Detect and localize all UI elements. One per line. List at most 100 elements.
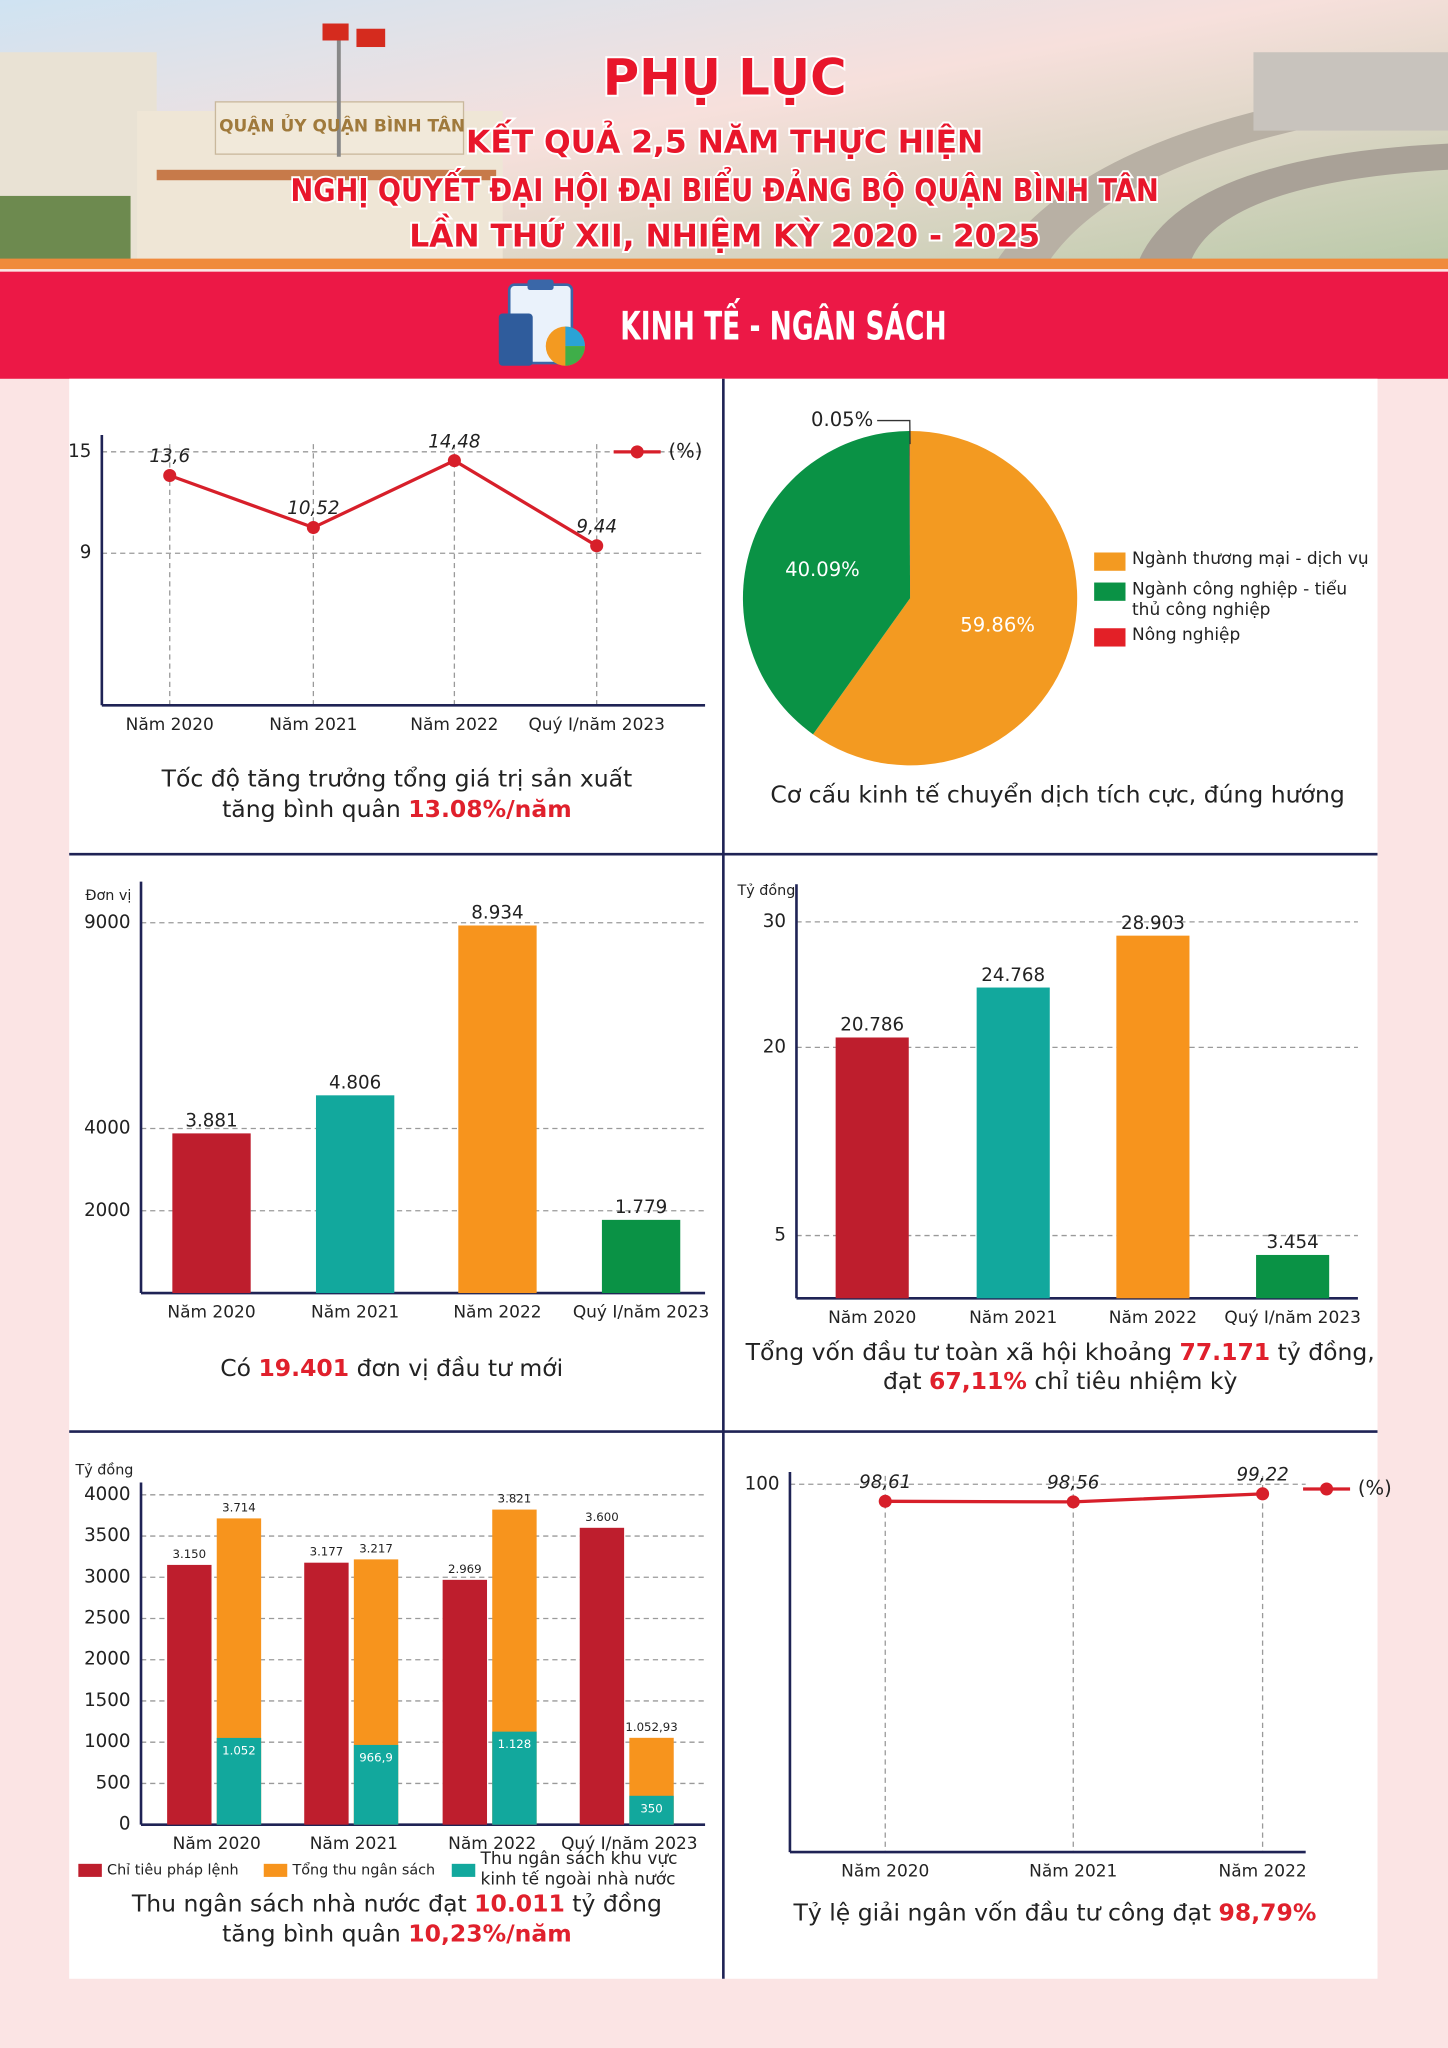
caption-highlight: 13.08%/năm — [408, 794, 572, 822]
data-label: 24.768 — [981, 965, 1045, 986]
y-tick-label: 0 — [119, 1814, 131, 1835]
data-label: 1.052,93 — [625, 1720, 677, 1734]
header-subtitle: NGHỊ QUYẾT ĐẠI HỘI ĐẠI BIỂU ĐẢNG BỘ QUẬN… — [291, 166, 1159, 209]
x-tick-label: Năm 2020 — [828, 1308, 916, 1328]
legend-swatch — [1094, 552, 1126, 571]
caption: Cơ cấu kinh tế chuyển dịch tích cực, đún… — [770, 780, 1344, 808]
data-label: 9,44 — [576, 517, 617, 538]
x-tick-label: Năm 2021 — [1029, 1862, 1117, 1882]
caption: đạt 67,11% chỉ tiêu nhiệm kỳ — [883, 1366, 1237, 1394]
y-tick-label: 9 — [80, 542, 92, 563]
data-label: 13,6 — [149, 446, 190, 467]
bar — [442, 1579, 488, 1825]
y-tick-label: 100 — [745, 1473, 780, 1494]
legend-swatch — [1094, 628, 1126, 647]
legend-label-box: Ngành công nghiệp - tiểu thủ công nghiệp — [1132, 580, 1347, 620]
legend-swatch — [1094, 582, 1126, 601]
leader-line — [877, 419, 911, 445]
x-tick-label: Năm 2022 — [1218, 1862, 1306, 1882]
data-label: 3.821 — [498, 1492, 532, 1506]
point — [878, 1494, 892, 1508]
point — [1256, 1487, 1270, 1501]
legend-swatch — [263, 1863, 288, 1877]
data-label: 3.217 — [359, 1541, 393, 1555]
y-axis-label: Tỷ đồng — [74, 1462, 133, 1479]
x-tick-label: Năm 2022 — [448, 1834, 536, 1854]
bar — [315, 1095, 395, 1294]
data-label: 1.052 — [222, 1743, 256, 1757]
data-label: 0.05% — [811, 408, 873, 431]
y-tick-label: 1000 — [84, 1731, 130, 1752]
bar — [492, 1731, 537, 1825]
data-label: 40.09% — [785, 558, 860, 581]
bar — [976, 987, 1050, 1299]
legend-label-box: Thu ngân sách khu vực kinh tế ngoài nhà … — [480, 1849, 678, 1890]
y-tick-label: 3000 — [84, 1566, 130, 1587]
bar — [167, 1564, 212, 1825]
legend-label: Thu ngân sách khu vực kinh tế ngoài nhà … — [480, 1849, 678, 1890]
data-label: 28.903 — [1121, 913, 1185, 934]
section-icon — [498, 279, 585, 366]
x-tick-label: Quý I/năm 2023 — [561, 1834, 698, 1854]
x-tick-label: Năm 2022 — [410, 715, 498, 735]
header-subtitle: KẾT QUẢ 2,5 NĂM THỰC HIỆN — [466, 119, 983, 161]
x-tick-label: Năm 2021 — [310, 1834, 398, 1854]
caption-text: Tổng vốn đầu tư toàn xã hội khoảng — [745, 1338, 1180, 1366]
line — [169, 458, 598, 548]
data-label: 3.714 — [222, 1500, 256, 1514]
y-tick-label: 20 — [763, 1036, 786, 1057]
data-label: 99,22 — [1236, 1465, 1288, 1486]
point — [590, 539, 604, 553]
caption-text: Tốc độ tăng trưởng tổng giá trị sản xuất — [161, 764, 633, 792]
y-tick-label: 1500 — [84, 1690, 130, 1711]
legend-label: (%) — [1358, 1476, 1392, 1499]
data-label: 1.779 — [615, 1197, 667, 1218]
data-label: 10,52 — [287, 498, 339, 519]
caption: Có 19.401 đơn vị đầu tư mới — [220, 1353, 563, 1381]
y-axis-label: Đơn vị — [85, 888, 131, 904]
x-tick-label: Quý I/năm 2023 — [573, 1303, 710, 1323]
caption-text: Cơ cấu kinh tế chuyển dịch tích cực, đún… — [770, 780, 1344, 808]
caption: Tổng vốn đầu tư toàn xã hội khoảng 77.17… — [745, 1338, 1375, 1366]
point — [447, 454, 461, 468]
caption-text: tăng bình quân — [222, 1919, 408, 1947]
legend-swatch — [451, 1863, 476, 1877]
point — [1066, 1495, 1080, 1509]
x-tick-label: Năm 2022 — [453, 1303, 541, 1323]
pie-slice — [909, 431, 911, 599]
caption-text: Tỷ lệ giải ngân vốn đầu tư công đạt — [793, 1898, 1219, 1926]
data-label: 14,48 — [428, 431, 480, 452]
data-label: 98,56 — [1047, 1473, 1099, 1494]
caption-highlight: 10.011 — [474, 1889, 565, 1917]
bar — [835, 1037, 909, 1299]
x-tick-label: Quý I/năm 2023 — [528, 715, 665, 735]
section-title: KINH TẾ - NGÂN SÁCH — [620, 298, 946, 350]
data-label: 59.86% — [960, 614, 1035, 637]
data-label: 20.786 — [840, 1015, 904, 1036]
legend-marker — [630, 445, 644, 459]
legend-label: Ngành thương mại - dịch vụ — [1132, 549, 1369, 570]
caption-text: đơn vị đầu tư mới — [349, 1353, 563, 1381]
header-scene: QUẬN ỦY QUẬN BÌNH TÂN — [0, 0, 1448, 270]
legend-label: (%) — [669, 439, 703, 462]
point — [306, 521, 320, 535]
data-label: 966,9 — [359, 1750, 393, 1764]
caption: tăng bình quân 10,23%/năm — [222, 1919, 572, 1947]
legend-label-box: Ngành thương mại - dịch vụ — [1132, 549, 1369, 570]
pie-slice — [813, 431, 1078, 766]
caption: Tốc độ tăng trưởng tổng giá trị sản xuất — [161, 764, 633, 792]
y-tick-label: 2000 — [84, 1200, 130, 1221]
legend-label: Nông nghiệp — [1132, 625, 1241, 646]
y-tick-label: 4000 — [84, 1117, 130, 1138]
bar — [579, 1527, 625, 1825]
bar — [1256, 1254, 1330, 1299]
data-label: 1.128 — [498, 1737, 532, 1751]
y-tick-label: 5 — [774, 1225, 786, 1246]
pie-slice — [742, 431, 911, 735]
caption-highlight: 19.401 — [258, 1353, 349, 1381]
x-tick-label: Quý I/năm 2023 — [1224, 1308, 1361, 1328]
y-tick-label: 500 — [96, 1772, 131, 1793]
